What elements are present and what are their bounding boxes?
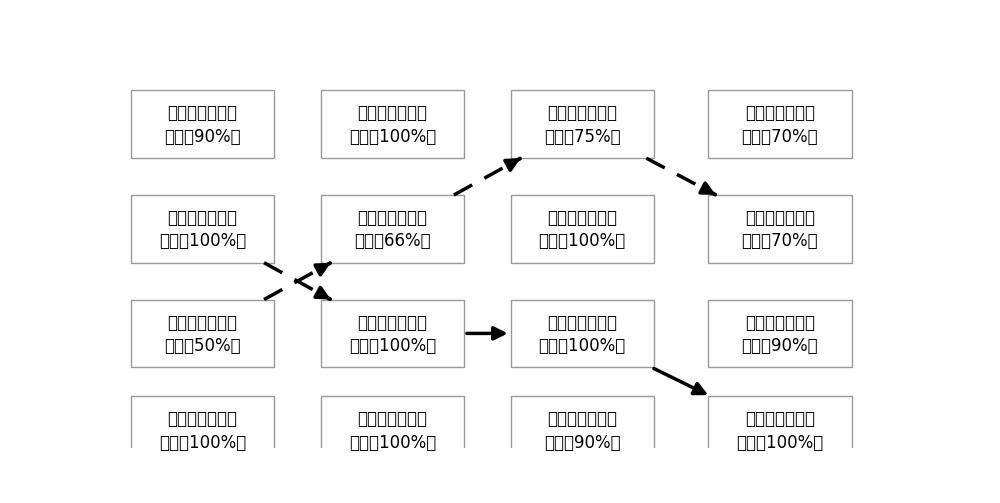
FancyBboxPatch shape bbox=[131, 195, 274, 263]
Text: 机台（100%）: 机台（100%） bbox=[159, 232, 246, 250]
Text: 机台（100%）: 机台（100%） bbox=[539, 232, 626, 250]
FancyBboxPatch shape bbox=[321, 91, 464, 158]
Text: 硯通孔光刻第四: 硯通孔光刻第四 bbox=[168, 410, 238, 429]
Text: 机台（50%）: 机台（50%） bbox=[164, 337, 241, 355]
Text: 机台（75%）: 机台（75%） bbox=[544, 128, 621, 146]
Text: 硯通孔光刻第三: 硯通孔光刻第三 bbox=[168, 313, 238, 331]
Text: 硯通孔粘合第四: 硯通孔粘合第四 bbox=[547, 410, 617, 429]
FancyBboxPatch shape bbox=[708, 91, 852, 158]
FancyBboxPatch shape bbox=[511, 91, 654, 158]
FancyBboxPatch shape bbox=[708, 195, 852, 263]
Text: 机台（100%）: 机台（100%） bbox=[736, 434, 824, 452]
Text: 硯通孔光刻第二: 硯通孔光刻第二 bbox=[168, 209, 238, 227]
Text: 硯通孔沉积第一: 硯通孔沉积第一 bbox=[745, 410, 815, 429]
Text: 机台（100%）: 机台（100%） bbox=[349, 337, 436, 355]
FancyBboxPatch shape bbox=[708, 396, 852, 464]
FancyBboxPatch shape bbox=[131, 396, 274, 464]
Text: 硯通孔粘合第三: 硯通孔粘合第三 bbox=[547, 313, 617, 331]
Text: 硯通孔光刻第一: 硯通孔光刻第一 bbox=[168, 105, 238, 122]
FancyBboxPatch shape bbox=[511, 195, 654, 263]
Text: 机台（66%）: 机台（66%） bbox=[354, 232, 431, 250]
Text: 机台（100%）: 机台（100%） bbox=[159, 434, 246, 452]
Text: 机台（90%）: 机台（90%） bbox=[164, 128, 241, 146]
FancyBboxPatch shape bbox=[321, 195, 464, 263]
Text: 硯通孔沉积第一: 硯通孔沉积第一 bbox=[745, 105, 815, 122]
FancyBboxPatch shape bbox=[131, 91, 274, 158]
FancyBboxPatch shape bbox=[511, 396, 654, 464]
Text: 机台（90%）: 机台（90%） bbox=[742, 337, 818, 355]
FancyBboxPatch shape bbox=[708, 299, 852, 367]
Text: 机台（90%）: 机台（90%） bbox=[544, 434, 621, 452]
Text: 硯通孔刻蚀第三: 硯通孔刻蚀第三 bbox=[357, 313, 427, 331]
Text: 机台（100%）: 机台（100%） bbox=[349, 434, 436, 452]
FancyBboxPatch shape bbox=[131, 299, 274, 367]
FancyBboxPatch shape bbox=[511, 299, 654, 367]
Text: 硯通孔刻蚀第二: 硯通孔刻蚀第二 bbox=[357, 209, 427, 227]
Text: 机台（70%）: 机台（70%） bbox=[742, 128, 818, 146]
Text: 硯通孔沉积第一: 硯通孔沉积第一 bbox=[745, 313, 815, 331]
Text: 硯通孔粘合第一: 硯通孔粘合第一 bbox=[547, 105, 617, 122]
Text: 机台（100%）: 机台（100%） bbox=[539, 337, 626, 355]
FancyBboxPatch shape bbox=[321, 299, 464, 367]
Text: 硯通孔刻蚀第一: 硯通孔刻蚀第一 bbox=[357, 105, 427, 122]
Text: 硯通孔刻蚀第四: 硯通孔刻蚀第四 bbox=[357, 410, 427, 429]
FancyBboxPatch shape bbox=[321, 396, 464, 464]
Text: 机台（100%）: 机台（100%） bbox=[349, 128, 436, 146]
Text: 机台（70%）: 机台（70%） bbox=[742, 232, 818, 250]
Text: 硯通孔粘合第二: 硯通孔粘合第二 bbox=[547, 209, 617, 227]
Text: 硯通孔沉积第二: 硯通孔沉积第二 bbox=[745, 209, 815, 227]
